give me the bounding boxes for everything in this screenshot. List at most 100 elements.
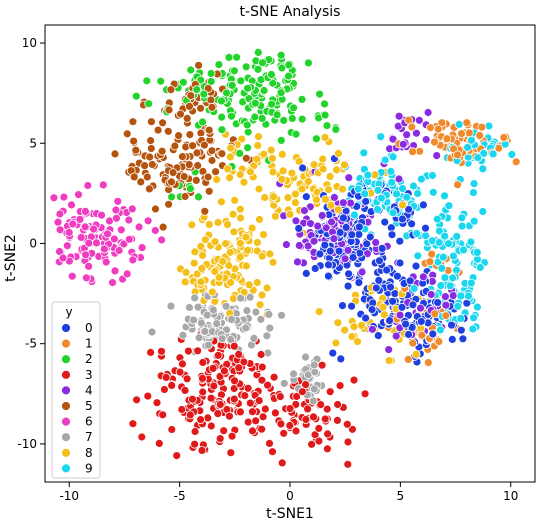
legend-label-5: 5 bbox=[85, 399, 93, 413]
point-class-7 bbox=[265, 323, 275, 333]
point-class-2 bbox=[243, 83, 253, 93]
point-class-0 bbox=[343, 281, 353, 291]
point-class-2 bbox=[224, 53, 234, 62]
point-class-3 bbox=[260, 404, 270, 414]
point-class-4 bbox=[391, 331, 401, 341]
point-class-6 bbox=[64, 227, 74, 237]
point-class-2 bbox=[284, 71, 293, 81]
point-class-8 bbox=[283, 193, 293, 203]
point-class-8 bbox=[287, 168, 297, 178]
point-class-5 bbox=[128, 117, 138, 127]
point-class-9 bbox=[376, 193, 386, 203]
point-class-8 bbox=[398, 200, 408, 210]
point-class-8 bbox=[326, 200, 336, 210]
point-class-8 bbox=[196, 241, 206, 251]
point-class-2 bbox=[253, 48, 263, 57]
point-class-6 bbox=[84, 261, 93, 271]
point-class-8 bbox=[235, 170, 245, 180]
point-class-5 bbox=[177, 152, 187, 162]
point-class-0 bbox=[334, 246, 344, 256]
point-class-3 bbox=[198, 358, 208, 367]
point-class-0 bbox=[301, 268, 311, 278]
point-class-8 bbox=[268, 167, 278, 177]
point-class-9 bbox=[409, 181, 418, 191]
point-class-8 bbox=[204, 220, 214, 229]
point-class-6 bbox=[80, 222, 90, 232]
point-class-7 bbox=[264, 309, 274, 319]
point-class-4 bbox=[426, 290, 436, 299]
point-class-0 bbox=[341, 222, 351, 232]
point-class-9 bbox=[456, 291, 466, 301]
point-class-1 bbox=[475, 130, 485, 140]
point-class-8 bbox=[235, 204, 245, 214]
point-class-9 bbox=[448, 251, 458, 261]
point-class-1 bbox=[511, 157, 521, 167]
point-class-0 bbox=[395, 236, 405, 246]
point-class-9 bbox=[438, 252, 448, 262]
point-class-6 bbox=[58, 253, 68, 263]
point-class-3 bbox=[243, 383, 253, 393]
point-class-6 bbox=[67, 271, 77, 281]
point-class-5 bbox=[164, 105, 174, 115]
point-class-3 bbox=[343, 459, 353, 469]
point-class-5 bbox=[168, 168, 178, 178]
point-class-3 bbox=[342, 419, 352, 429]
point-class-5 bbox=[153, 125, 163, 135]
point-class-8 bbox=[267, 153, 277, 163]
point-class-3 bbox=[256, 350, 266, 359]
point-class-0 bbox=[374, 256, 384, 266]
point-class-8 bbox=[268, 257, 278, 267]
point-class-2 bbox=[287, 114, 297, 123]
point-class-6 bbox=[99, 244, 109, 254]
point-class-6 bbox=[110, 234, 119, 244]
point-class-3 bbox=[137, 432, 147, 442]
point-class-3 bbox=[128, 419, 138, 429]
point-class-9 bbox=[373, 204, 383, 214]
legend-label-2: 2 bbox=[85, 352, 93, 366]
point-class-3 bbox=[343, 437, 353, 447]
point-class-3 bbox=[291, 426, 301, 436]
point-class-2 bbox=[243, 143, 253, 153]
point-class-6 bbox=[68, 219, 78, 229]
point-class-5 bbox=[136, 177, 146, 187]
point-class-1 bbox=[499, 133, 509, 142]
point-class-8 bbox=[214, 272, 224, 282]
point-class-4 bbox=[321, 223, 331, 233]
point-class-9 bbox=[421, 231, 431, 241]
point-class-4 bbox=[344, 173, 354, 183]
point-class-3 bbox=[229, 341, 239, 351]
point-class-1 bbox=[441, 311, 451, 321]
x-tick-label: 5 bbox=[397, 489, 405, 503]
point-class-0 bbox=[310, 264, 320, 273]
point-class-5 bbox=[199, 140, 209, 150]
point-class-5 bbox=[184, 160, 194, 170]
point-class-0 bbox=[404, 330, 413, 339]
point-class-9 bbox=[459, 245, 468, 255]
point-class-3 bbox=[219, 426, 229, 436]
point-class-0 bbox=[421, 223, 430, 233]
point-class-9 bbox=[456, 313, 466, 323]
point-class-2 bbox=[291, 129, 301, 139]
legend-marker-4 bbox=[61, 385, 71, 396]
point-class-7 bbox=[178, 330, 188, 340]
point-class-8 bbox=[253, 141, 263, 150]
point-class-8 bbox=[187, 220, 197, 230]
point-class-3 bbox=[303, 404, 313, 414]
point-class-7 bbox=[221, 301, 231, 311]
point-class-4 bbox=[411, 128, 421, 138]
point-class-4 bbox=[299, 206, 309, 216]
point-class-2 bbox=[232, 52, 242, 62]
point-class-6 bbox=[110, 266, 120, 276]
point-class-3 bbox=[209, 381, 219, 391]
point-class-8 bbox=[192, 269, 202, 279]
point-class-0 bbox=[447, 320, 456, 330]
point-class-8 bbox=[411, 349, 421, 359]
point-class-8 bbox=[277, 149, 287, 159]
point-class-8 bbox=[225, 152, 235, 162]
point-class-3 bbox=[243, 417, 253, 427]
point-class-2 bbox=[217, 96, 226, 106]
point-class-5 bbox=[206, 95, 216, 105]
point-class-2 bbox=[156, 76, 166, 86]
legend-title: y bbox=[65, 305, 72, 319]
